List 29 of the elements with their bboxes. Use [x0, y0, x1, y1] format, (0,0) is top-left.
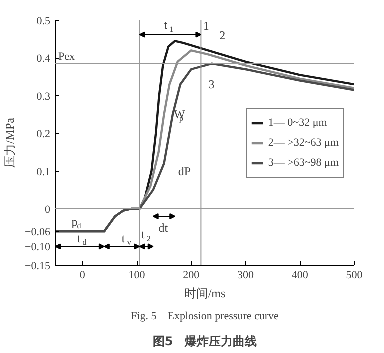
annotation: 3 [208, 78, 215, 92]
text: 图5 爆炸压力曲线 [152, 334, 258, 348]
annotation: 2 [220, 28, 226, 43]
x-axis-title: 时间/ms [184, 286, 226, 300]
y-tick-label: −0.06 [25, 226, 51, 239]
legend-label: 3— >63~98 μm [268, 156, 339, 168]
x-tick-label: 100 [128, 270, 146, 282]
y-tick-label: −0.10 [25, 242, 51, 254]
y-tick-label: 0.1 [36, 166, 50, 178]
annotation: dt [158, 220, 169, 235]
legend-label: 2— >32~63 μm [268, 136, 339, 148]
y-tick-label: 0.5 [36, 16, 51, 28]
annotation: 1 [203, 19, 210, 34]
x-tick-label: 400 [292, 270, 309, 282]
text: Fig. 5 Explosion pressure curve [131, 310, 280, 322]
annotation: dP [178, 164, 192, 178]
x-tick-label: 200 [183, 270, 200, 282]
x-tick-label: 300 [238, 270, 255, 282]
x-tick-label: 0 [80, 270, 86, 282]
y-tick-label: 0.2 [36, 128, 50, 141]
y-tick-label: −0.15 [25, 260, 51, 272]
y-tick-label: 0.3 [36, 90, 51, 103]
legend-label: 1— 0~32 μm [268, 116, 328, 128]
y-tick-label: 0 [45, 204, 51, 216]
y-tick-label: 0.4 [36, 53, 51, 66]
x-tick-label: 500 [346, 270, 364, 282]
ref-line-label: Pex [58, 50, 76, 63]
y-axis-title: 压力/MPa [3, 117, 18, 168]
annotation: Wp [174, 108, 186, 124]
